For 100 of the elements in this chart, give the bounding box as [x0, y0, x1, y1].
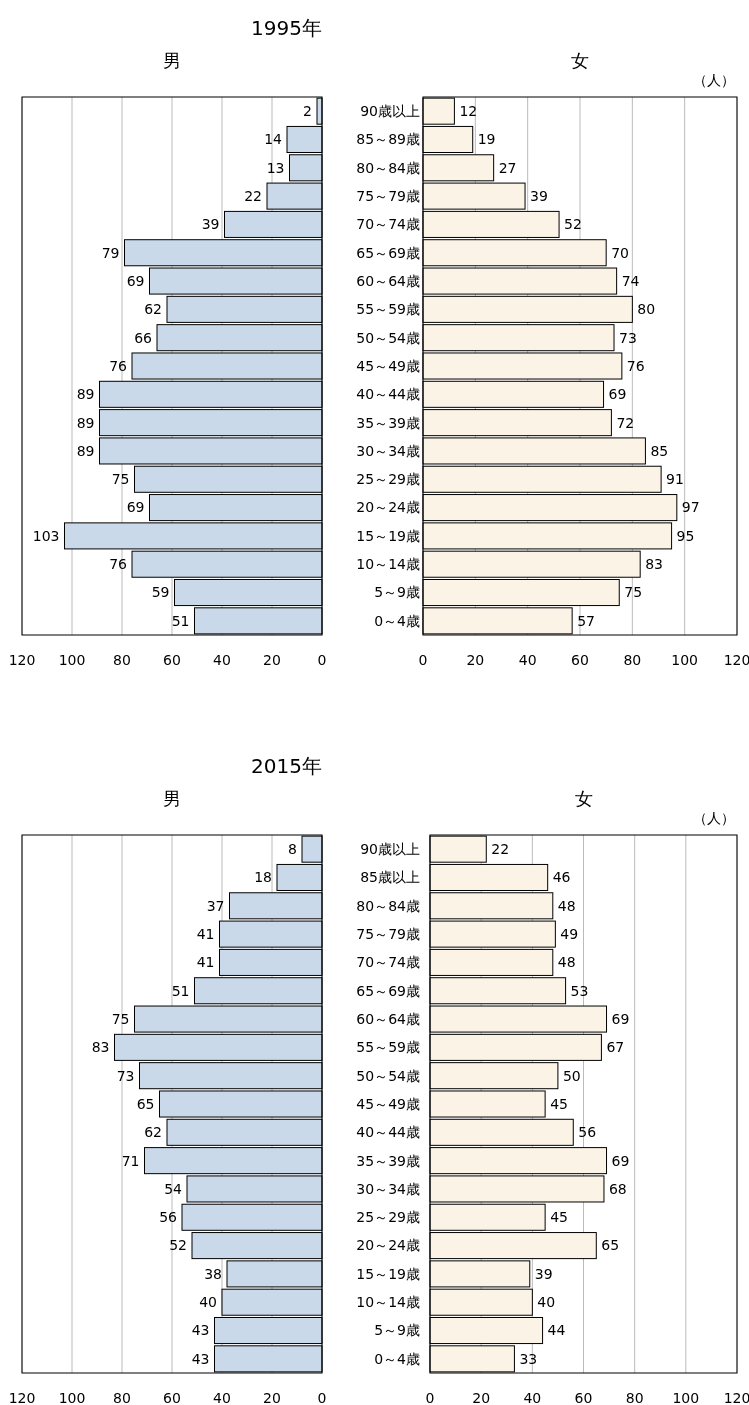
y-tick-label: 70～74歳	[356, 954, 420, 971]
data-label: 76	[109, 556, 128, 573]
data-label: 48	[557, 954, 576, 971]
data-label: 83	[645, 556, 664, 573]
y-tick-label: 0～4歳	[374, 1350, 420, 1367]
data-label: 43	[191, 1322, 210, 1339]
x-tick-label: 120	[8, 652, 36, 668]
data-label: 45	[550, 1095, 568, 1112]
data-label: 85	[650, 442, 669, 459]
data-label: 49	[560, 926, 579, 943]
x-tick-label: 80	[113, 652, 131, 668]
y-tick-label: 35～39歳	[356, 414, 420, 431]
y-tick-label: 20～24歳	[356, 1237, 420, 1254]
data-label: 95	[676, 527, 695, 544]
data-label: 44	[547, 1322, 566, 1339]
data-label: 62	[144, 1124, 162, 1141]
data-label: 2	[303, 103, 312, 120]
x-tick-label: 60	[163, 1390, 181, 1405]
x-tick-label: 60	[574, 1390, 593, 1405]
chart-subtitle: 女	[571, 50, 589, 71]
data-label: 52	[564, 216, 582, 233]
data-label: 45	[550, 1209, 568, 1226]
y-tick-label: 75～79歳	[356, 926, 420, 943]
data-label: 75	[111, 1010, 130, 1027]
y-tick-label: 85歳以上	[360, 869, 420, 886]
data-label: 19	[477, 131, 496, 148]
y-tick-label: 50～54歳	[356, 329, 420, 346]
data-label: 69	[611, 1010, 630, 1027]
x-tick-label: 20	[466, 652, 485, 668]
y-tick-label: 30～34歳	[356, 442, 420, 459]
y-tick-label: 75～79歳	[356, 188, 420, 205]
y-tick-label: 30～34歳	[356, 1180, 420, 1197]
data-label: 54	[164, 1180, 183, 1197]
x-tick-label: 0	[317, 1390, 327, 1405]
x-tick-label: 20	[263, 1390, 281, 1405]
y-tick-label: 45～49歳	[356, 357, 420, 374]
y-tick-label: 40～44歳	[356, 386, 420, 403]
data-label: 57	[577, 612, 595, 629]
y-tick-label: 80～84歳	[356, 897, 420, 914]
data-label: 68	[608, 1180, 627, 1197]
data-label: 37	[206, 897, 225, 914]
data-label: 46	[552, 869, 571, 886]
y-tick-label: 85～89歳	[356, 131, 420, 148]
y-tick-label: 60～64歳	[356, 1010, 420, 1027]
data-label: 72	[616, 414, 635, 431]
y-tick-label: 15～19歳	[356, 527, 420, 544]
data-label: 59	[151, 584, 170, 601]
data-label: 38	[204, 1265, 222, 1282]
x-tick-label: 120	[723, 652, 749, 668]
data-label: 22	[244, 188, 262, 205]
data-label: 40	[537, 1294, 556, 1311]
x-tick-label: 80	[625, 1390, 644, 1405]
y-tick-label: 10～14歳	[356, 556, 420, 573]
data-label: 13	[266, 159, 285, 176]
data-label: 40	[199, 1294, 217, 1311]
x-tick-label: 0	[425, 1390, 435, 1405]
data-label: 66	[134, 329, 153, 346]
chart-subtitle: 女	[574, 788, 593, 809]
data-label: 27	[498, 159, 517, 176]
x-tick-label: 40	[523, 1390, 542, 1405]
chart-subtitle: 男	[163, 788, 181, 809]
x-tick-label: 40	[213, 652, 231, 668]
data-label: 56	[578, 1124, 597, 1141]
data-label: 8	[288, 841, 297, 858]
x-tick-label: 120	[723, 1390, 749, 1405]
data-label: 73	[619, 329, 637, 346]
x-tick-label: 100	[672, 1390, 700, 1405]
data-label: 73	[116, 1067, 135, 1084]
x-tick-label: 80	[113, 1390, 131, 1405]
chart-subtitle: 男	[163, 50, 181, 71]
x-tick-label: 100	[671, 652, 699, 668]
data-label: 89	[76, 442, 95, 459]
x-tick-label: 60	[571, 652, 589, 668]
y-tick-label: 40～44歳	[356, 1124, 420, 1141]
y-tick-label: 50～54歳	[356, 1067, 420, 1084]
data-label: 74	[621, 272, 640, 289]
data-label: 79	[101, 244, 120, 261]
text: （人）	[693, 810, 735, 826]
data-label: 76	[626, 357, 645, 374]
x-tick-label: 120	[8, 1390, 36, 1405]
y-tick-label: 5～9歳	[374, 584, 420, 601]
data-label: 69	[126, 499, 145, 516]
data-label: 39	[534, 1265, 553, 1282]
y-tick-label: 25～29歳	[356, 471, 420, 488]
y-tick-label: 80～84歳	[356, 159, 420, 176]
data-label: 76	[109, 357, 128, 374]
chart-title: 2015年	[251, 754, 322, 778]
data-label: 65	[601, 1237, 620, 1254]
data-label: 69	[608, 386, 627, 403]
y-tick-label: 35～39歳	[356, 1152, 420, 1169]
data-label: 67	[606, 1039, 625, 1056]
y-tick-label: 55～59歳	[356, 301, 420, 318]
y-tick-label: 90歳以上	[360, 103, 420, 120]
chart-title: 1995年	[251, 16, 322, 40]
y-tick-label: 65～69歳	[356, 244, 420, 261]
x-tick-label: 60	[163, 652, 181, 668]
data-label: 75	[624, 584, 643, 601]
x-tick-label: 20	[472, 1390, 491, 1405]
y-tick-label: 15～19歳	[356, 1265, 420, 1282]
y-tick-label: 0～4歳	[374, 612, 420, 629]
